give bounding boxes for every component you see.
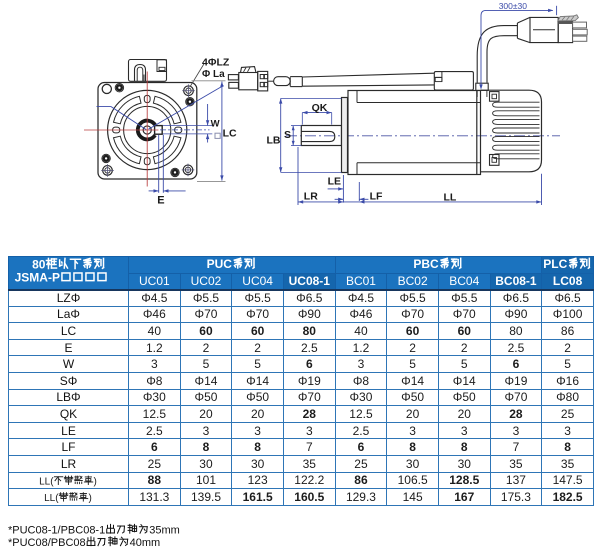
svg-text:W: W <box>211 118 220 129</box>
svg-text:LE: LE <box>328 175 341 187</box>
svg-text:LC: LC <box>223 127 237 139</box>
svg-text:LF: LF <box>370 190 383 202</box>
svg-text:Φ La: Φ La <box>202 69 225 80</box>
svg-text:LB: LB <box>267 134 281 146</box>
svg-text:JSMA-P: JSMA-P <box>15 271 60 285</box>
svg-text:LL: LL <box>444 192 457 204</box>
svg-text:4ΦLZ: 4ΦLZ <box>202 56 230 68</box>
svg-text:35mm: 35mm <box>149 524 180 536</box>
svg-text:PBC: PBC <box>413 257 439 271</box>
svg-text:): ) <box>94 476 97 487</box>
svg-text:*PUC08/PBC08: *PUC08/PBC08 <box>8 537 86 549</box>
svg-text:*PUC08-1/PBC08-1: *PUC08-1/PBC08-1 <box>8 524 105 536</box>
svg-text:PUC: PUC <box>207 257 233 271</box>
svg-text:): ) <box>89 493 92 504</box>
svg-text:LR: LR <box>304 191 318 203</box>
svg-text:PLC: PLC <box>543 257 567 271</box>
svg-text:40mm: 40mm <box>130 537 161 549</box>
svg-text:300±30: 300±30 <box>499 1 528 11</box>
svg-text:LL(: LL( <box>44 493 59 504</box>
svg-text:S: S <box>284 129 291 141</box>
svg-text:QK: QK <box>312 102 328 114</box>
svg-text:80: 80 <box>32 257 46 271</box>
svg-text:LL(: LL( <box>39 476 54 487</box>
svg-text:E: E <box>157 195 164 207</box>
